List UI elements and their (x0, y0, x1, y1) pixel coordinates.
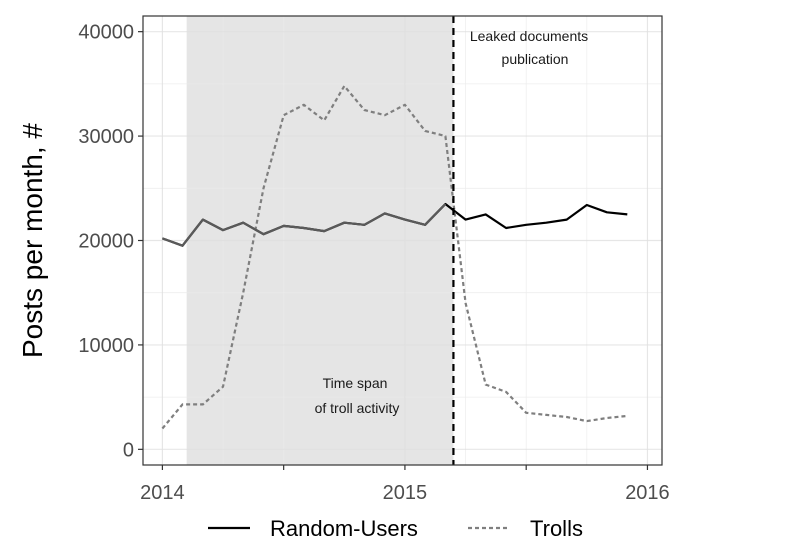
annotation-troll-line2: of troll activity (315, 400, 400, 416)
legend-label-random-users: Random-Users (270, 516, 418, 541)
x-tick-label: 2015 (383, 482, 428, 504)
y-axis-title: Posts per month, # (17, 123, 48, 358)
y-tick-label: 10000 (78, 335, 134, 357)
y-tick-label: 30000 (78, 126, 134, 148)
legend-label-trolls: Trolls (530, 516, 583, 541)
annotation-leak-line1: Leaked documents (470, 28, 588, 44)
y-tick-label: 0 (123, 439, 134, 461)
y-tick-label: 40000 (78, 22, 134, 44)
annotation-leak-line2: publication (502, 51, 569, 67)
x-tick-label: 2016 (625, 482, 670, 504)
series-line-random-users-shaded-segment (162, 203, 447, 247)
x-tick-label: 2014 (140, 482, 185, 504)
y-tick-label: 20000 (78, 231, 134, 253)
annotation-troll-line1: Time span (323, 375, 388, 391)
